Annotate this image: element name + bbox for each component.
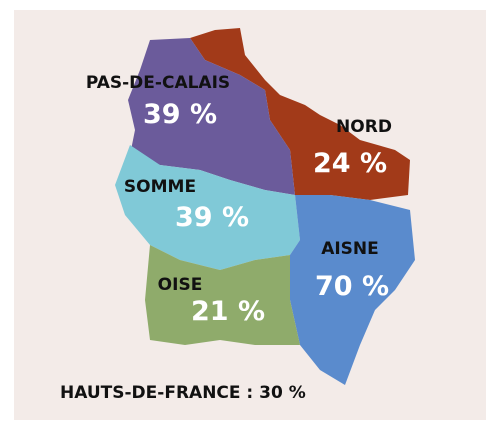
region-aisne	[290, 195, 415, 385]
region-name: AISNE	[321, 239, 379, 259]
region-name: NORD	[336, 117, 392, 137]
region-name: SOMME	[124, 177, 196, 197]
region-name: OISE	[158, 275, 203, 295]
region-value: 21 %	[191, 296, 265, 327]
region-value: 24 %	[313, 148, 387, 179]
region-name: PAS-DE-CALAIS	[86, 73, 230, 93]
region-oise	[145, 245, 300, 345]
region-value: 70 %	[315, 271, 389, 302]
region-somme	[115, 145, 300, 270]
region-pas-de-calais	[128, 38, 295, 195]
region-nord	[190, 28, 410, 200]
footer: HAUTS-DE-FRANCE : 30 %	[60, 383, 306, 403]
region-value: 39 %	[143, 99, 217, 130]
region-value: 39 %	[175, 202, 249, 233]
